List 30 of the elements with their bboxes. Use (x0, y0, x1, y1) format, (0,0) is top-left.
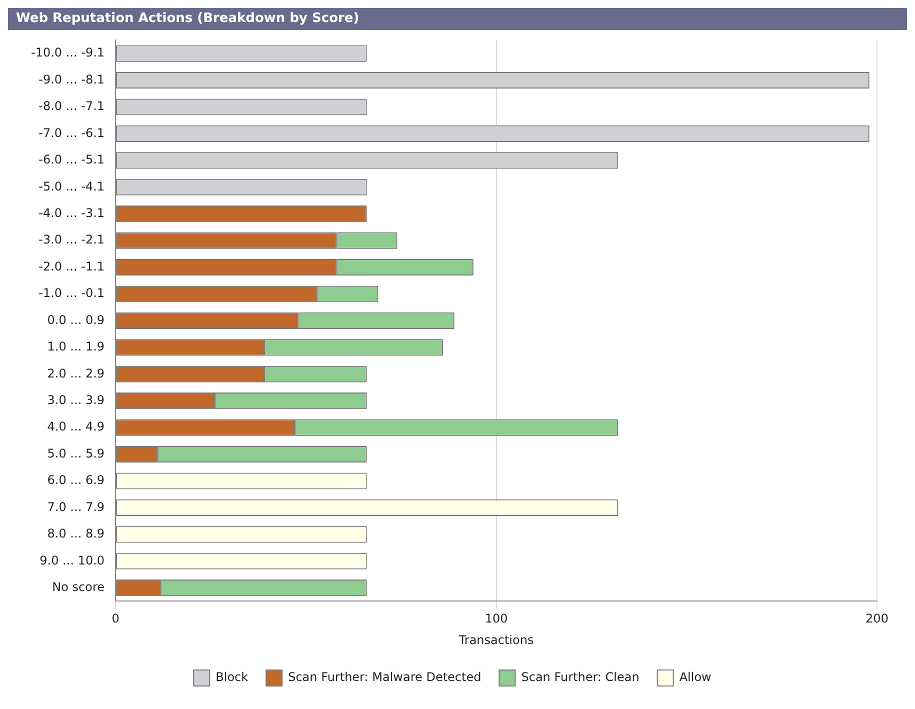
y-tick-label: -5.0 ... -4.1 (38, 179, 105, 194)
y-tick-label: 0.0 ... 0.9 (47, 312, 105, 327)
y-tick-label: -6.0 ... -5.1 (38, 152, 105, 167)
y-tick-label: 9.0 ... 10.0 (40, 553, 105, 568)
y-tick-label: 6.0 ... 6.9 (47, 473, 105, 488)
x-tick-label: 0 (112, 612, 120, 626)
legend-label: Block (216, 670, 248, 684)
y-tick-label: No score (52, 580, 105, 594)
y-tick-label: 1.0 ... 1.9 (47, 340, 105, 354)
y-tick-label: -4.0 ... -3.1 (38, 206, 105, 220)
legend-label: Scan Further: Malware Detected (288, 670, 482, 684)
x-tick-label: 100 (484, 612, 508, 626)
x-tick-label: 200 (866, 612, 888, 626)
y-tick-label: -7.0 ... -6.1 (38, 126, 105, 140)
y-tick-label: 5.0 ... 5.9 (47, 446, 105, 460)
y-tick-label: 7.0 ... 7.9 (47, 500, 105, 514)
y-tick-label: 4.0 ... 4.9 (47, 420, 105, 434)
y-tick-label: 8.0 ... 8.9 (47, 526, 105, 541)
y-tick-label: -10.0 ... -9.1 (30, 46, 105, 60)
y-tick-label: -1.0 ... -0.1 (38, 286, 105, 300)
legend-label: Allow (679, 670, 712, 684)
y-tick-label: -2.0 ... -1.1 (38, 259, 105, 274)
y-tick-label: 2.0 ... 2.9 (47, 366, 105, 380)
x-axis-title: Transactions (458, 632, 534, 647)
chart-title: Web Reputation Actions (Breakdown by Score) (8, 8, 907, 30)
y-tick-label: -9.0 ... -8.1 (38, 72, 105, 86)
y-tick-label: -8.0 ... -7.1 (38, 99, 105, 114)
legend-label: Scan Further: Clean (521, 670, 640, 684)
y-tick-label: 3.0 ... 3.9 (47, 392, 105, 407)
y-tick-label: -3.0 ... -2.1 (38, 232, 105, 247)
